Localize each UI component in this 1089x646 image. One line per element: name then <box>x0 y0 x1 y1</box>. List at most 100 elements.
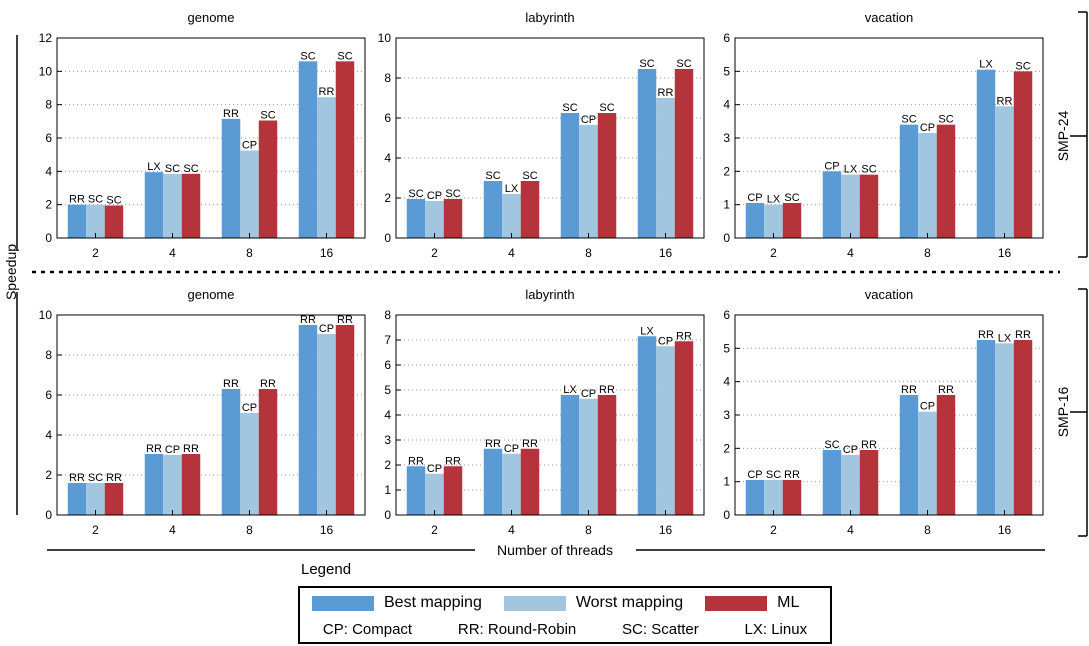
panel1-bar-label: SC <box>260 110 275 122</box>
panel1-bar-label: RR <box>319 86 335 98</box>
panel2-xtick-label: 4 <box>508 246 515 260</box>
panel6-bar-best-4 <box>822 450 842 515</box>
panel6-bar-best-8 <box>899 395 919 515</box>
panel5-bar-worst-16 <box>656 346 675 515</box>
panel2-title: labyrinth <box>525 10 574 25</box>
panel2-ytick-label: 10 <box>378 31 392 45</box>
panel6-ytick-label: 5 <box>723 341 730 355</box>
panel2-bar-label: SC <box>562 102 577 114</box>
panel2-bar-worst-16 <box>656 98 675 238</box>
panel1-bar-worst-4 <box>163 173 182 238</box>
panel4-bar-ml-8 <box>258 389 278 515</box>
panel6-bar-label: RR <box>938 384 954 396</box>
panel1-bar-label: SC <box>300 50 315 62</box>
panel1-bar-best-8 <box>221 118 241 238</box>
panel6-ytick-label: 2 <box>723 441 730 455</box>
panel5-ytick-label: 6 <box>384 358 391 372</box>
legend: Best mapping Worst mapping ML CP: Compac… <box>298 586 832 644</box>
panel2-bar-label: SC <box>445 188 460 200</box>
panel2-bar-label: LX <box>505 183 519 195</box>
legend-item-ml: ML <box>705 594 799 612</box>
panel3-ytick-label: 0 <box>723 231 730 245</box>
panel6-bar-ml-2 <box>782 480 802 515</box>
panel1-bar-label: SC <box>106 195 121 207</box>
panel1-ytick-label: 4 <box>45 164 52 178</box>
panel5-bar-label: CP <box>581 388 596 400</box>
panel3-title: vacation <box>865 10 913 25</box>
panel3-ytick-label: 6 <box>723 31 730 45</box>
panel6-ytick-label: 6 <box>723 308 730 322</box>
panel1-ytick-label: 8 <box>45 98 52 112</box>
panel1-bar-label: SC <box>337 50 352 62</box>
panel5-bar-label: RR <box>445 455 461 467</box>
panel2-bar-worst-4 <box>502 194 521 238</box>
panel1-bar-ml-2 <box>104 205 124 238</box>
panel3-bar-worst-8 <box>918 133 937 238</box>
legend-abbrev-sc: SC: Scatter <box>622 620 699 638</box>
panel4-bar-worst-2 <box>86 483 105 515</box>
panel2-bar-ml-4 <box>520 181 540 238</box>
panel1-xtick-label: 16 <box>320 246 334 260</box>
panel2-ytick-label: 4 <box>384 151 391 165</box>
panel4-bar-label: RR <box>146 443 162 455</box>
panel4-bar-best-8 <box>221 389 241 515</box>
panel4-title: genome <box>188 287 235 302</box>
panel6-bar-label: RR <box>901 384 917 396</box>
panel5-bar-label: LX <box>563 384 577 396</box>
panel3-bar-best-4 <box>822 171 842 238</box>
panel5-frame <box>395 314 705 516</box>
panel5-bar-ml-2 <box>443 466 463 515</box>
panel1-bar-best-4 <box>144 172 164 238</box>
panel1-ytick-label: 6 <box>45 131 52 145</box>
panel2-xtick-label: 16 <box>659 246 673 260</box>
legend-label-best: Best mapping <box>384 594 482 611</box>
panel4-bar-label: RR <box>300 314 316 326</box>
panel3-bar-label: CP <box>920 122 935 134</box>
panel6-bar-ml-16 <box>1013 340 1033 515</box>
panel5-bar-ml-16 <box>674 341 694 515</box>
panel3-bar-label: LX <box>844 164 858 176</box>
panel5-bar-label: RR <box>522 438 538 450</box>
panel3-bar-worst-2 <box>764 204 783 238</box>
panel6-xtick-label: 8 <box>924 523 931 537</box>
panel1-title: genome <box>188 10 235 25</box>
panel6-bar-best-16 <box>976 340 996 515</box>
legend-label-worst: Worst mapping <box>575 594 684 611</box>
panel4-bar-label: SC <box>88 472 103 484</box>
legend-abbrev-cp: CP: Compact <box>322 620 413 638</box>
panel6-bar-worst-16 <box>995 343 1014 515</box>
panel2-bar-best-4 <box>483 181 503 238</box>
panel5-ytick-label: 3 <box>384 433 391 447</box>
panel3-ytick-label: 4 <box>723 98 730 112</box>
panel5-bar-worst-2 <box>425 473 444 515</box>
panel3-xtick-label: 4 <box>847 246 854 260</box>
legend-series-row: Best mapping Worst mapping ML <box>312 592 799 614</box>
panel3-bar-worst-4 <box>841 174 860 238</box>
panel1-bar-best-16 <box>298 61 318 239</box>
panel4-ytick-label: 0 <box>45 508 52 522</box>
panel3-bar-ml-16 <box>1013 71 1033 238</box>
panel3-bar-ml-4 <box>859 174 879 238</box>
panel4-bar-label: RR <box>337 314 353 326</box>
panel2-bar-best-2 <box>406 199 426 238</box>
panel3-bar-label: LX <box>979 59 993 71</box>
panel4-bar-label: RR <box>69 472 85 484</box>
legend-swatch-worst <box>503 595 566 611</box>
panel1-ytick-label: 12 <box>39 31 53 45</box>
panel4-bar-worst-16 <box>317 334 336 515</box>
legend-item-worst: Worst mapping <box>503 594 684 612</box>
panel6-title: vacation <box>865 287 913 302</box>
panel2-bar-label: SC <box>639 58 654 70</box>
panel1-bar-label: CP <box>242 140 257 152</box>
panel1-bar-worst-8 <box>240 150 259 238</box>
panel2-bar-label: CP <box>427 190 442 202</box>
panel5-bar-ml-4 <box>520 448 540 515</box>
panel5-bar-worst-8 <box>579 398 598 515</box>
panel5-bar-label: CP <box>658 335 673 347</box>
panel5-bar-worst-4 <box>502 453 521 515</box>
panel6-bar-label: RR <box>861 439 877 451</box>
panel3-bar-label: SC <box>784 192 799 204</box>
panel1-bar-label: LX <box>147 161 161 173</box>
panel5-bar-best-16 <box>637 336 657 515</box>
panel3-bar-label: SC <box>1015 60 1030 72</box>
